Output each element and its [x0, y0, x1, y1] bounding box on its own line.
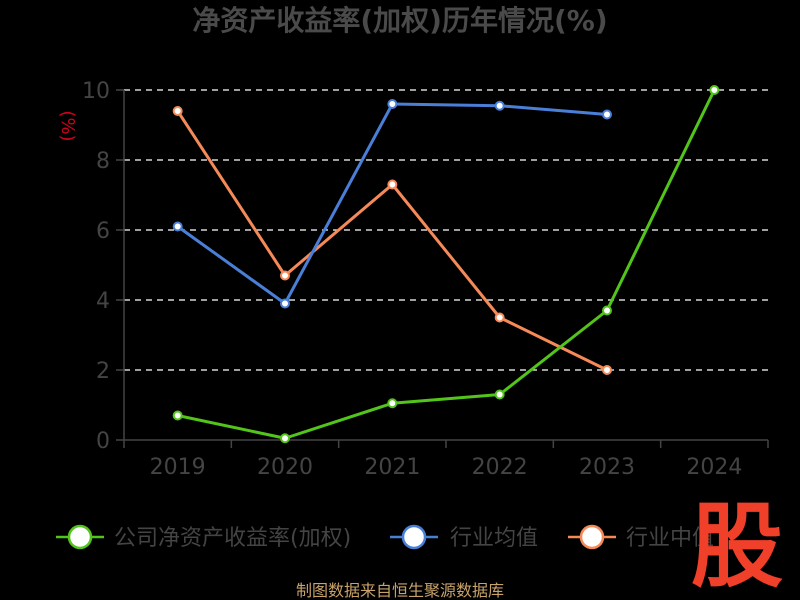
data-point	[602, 365, 612, 375]
x-tick-label: 2021	[364, 455, 420, 480]
y-tick-label: 2	[96, 359, 110, 384]
legend-swatch-marker	[579, 524, 605, 550]
chart-title: 净资产收益率(加权)历年情况(%)	[192, 4, 607, 37]
x-tick-label: 2023	[579, 455, 635, 480]
legend-item-2: 行业中值	[568, 524, 714, 551]
series-lines	[172, 85, 720, 444]
x-tick-label: 2020	[257, 455, 313, 480]
legend-item-0: 公司净资产收益率(加权)	[56, 524, 351, 551]
grid-lines	[124, 89, 768, 371]
y-tick-label: 8	[96, 149, 110, 174]
data-point	[172, 221, 183, 232]
y-tick-label: 6	[96, 219, 110, 244]
data-point	[494, 100, 505, 111]
data-point	[494, 312, 505, 323]
data-point	[602, 305, 612, 316]
series-line-1	[176, 102, 609, 305]
data-point	[280, 298, 290, 309]
brand-logo: 股	[691, 493, 783, 600]
data-point	[709, 85, 720, 95]
source-note: 制图数据来自恒生聚源数据库	[296, 581, 504, 600]
data-point	[280, 433, 290, 444]
legend: 公司净资产收益率(加权) 行业均值 行业中值	[56, 524, 714, 551]
axes: 0 2 4 6 8 10 2019 2020 2021 2022 2023 2024	[82, 79, 769, 480]
legend-label: 公司净资产收益率(加权)	[114, 526, 351, 551]
y-tick-label: 4	[96, 289, 110, 314]
y-tick-label: 10	[82, 79, 110, 104]
legend-swatch-marker	[67, 524, 93, 550]
legend-item-1: 行业均值	[390, 524, 538, 551]
data-point	[387, 179, 398, 190]
x-tick-label: 2024	[686, 455, 742, 480]
series-line-0	[176, 88, 716, 440]
x-tick-label: 2019	[150, 455, 206, 480]
y-axis-title: (%)	[57, 110, 78, 141]
y-tick-label: 0	[96, 429, 110, 454]
legend-swatch-marker	[401, 524, 427, 550]
data-point	[172, 410, 183, 421]
data-point	[602, 109, 612, 120]
x-tick-label: 2022	[472, 455, 528, 480]
legend-label: 行业中值	[626, 526, 714, 551]
data-point	[387, 398, 398, 409]
data-point	[387, 99, 398, 109]
series-line-2	[176, 109, 609, 372]
data-point	[494, 389, 505, 400]
brand-logo-text: 股	[691, 493, 783, 600]
data-point	[280, 270, 290, 281]
legend-label: 行业均值	[450, 526, 538, 551]
data-point	[172, 106, 183, 116]
